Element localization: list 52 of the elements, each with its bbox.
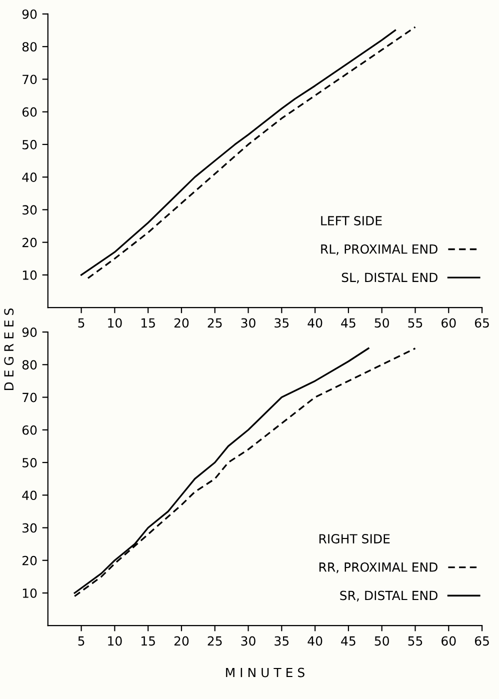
x-tick-label: 10	[108, 636, 122, 646]
legend-title: RIGHT SIDE	[319, 534, 390, 544]
y-tick-label: 30	[22, 205, 37, 215]
x-tick-label: 35	[274, 636, 289, 646]
x-tick-label: 65	[474, 318, 489, 328]
x-tick-label: 30	[241, 318, 256, 328]
x-tick-label: 40	[308, 636, 322, 646]
y-tick-label: 20	[22, 238, 37, 248]
legend-label: SL, DISTAL END	[342, 272, 438, 284]
y-tick-label: 30	[22, 523, 37, 533]
x-tick-label: 15	[142, 636, 155, 646]
x-tick-label: 30	[241, 636, 256, 646]
x-tick-label: 15	[142, 318, 155, 328]
legend-label: RR, PROXIMAL END	[319, 562, 438, 574]
y-tick-label: 20	[22, 556, 37, 566]
x-tick-label: 60	[442, 318, 456, 328]
x-tick-label: 55	[408, 636, 422, 646]
y-tick-label: 40	[22, 172, 37, 182]
x-tick-label: 25	[208, 318, 222, 328]
y-tick-label: 50	[22, 140, 37, 150]
x-tick-label: 25	[208, 636, 222, 646]
x-tick-label: 50	[374, 318, 389, 328]
legend-title: LEFT SIDE	[321, 216, 382, 226]
y-tick-label: 70	[22, 74, 37, 84]
x-tick-label: 20	[174, 318, 189, 328]
y-tick-label: 80	[22, 42, 37, 52]
y-tick-label: 80	[22, 360, 37, 370]
x-tick-label: 60	[442, 636, 456, 646]
x-tick-label: 5	[78, 318, 84, 328]
x-tick-label: 40	[308, 318, 322, 328]
y-tick-label: 90	[22, 9, 37, 19]
x-tick-label: 50	[374, 636, 389, 646]
legend-label: RL, PROXIMAL END	[321, 244, 438, 256]
x-tick-label: 10	[108, 318, 122, 328]
x-tick-label: 45	[341, 318, 356, 328]
x-tick-label: 45	[341, 636, 356, 646]
x-axis-title: M I N U T E S	[226, 668, 304, 678]
y-tick-label: 50	[22, 458, 37, 468]
y-tick-label: 10	[22, 588, 37, 598]
y-tick-label: 40	[22, 490, 37, 500]
x-tick-label: 5	[78, 636, 84, 646]
y-tick-label: 10	[22, 270, 37, 280]
y-axis-title: D E G R E E S	[4, 308, 14, 390]
y-tick-label: 60	[22, 107, 37, 117]
x-tick-label: 65	[474, 636, 489, 646]
x-tick-label: 35	[274, 318, 289, 328]
y-tick-label: 90	[22, 327, 37, 337]
x-tick-label: 20	[174, 636, 189, 646]
x-tick-label: 55	[408, 318, 422, 328]
y-tick-label: 70	[22, 392, 37, 402]
legend-label: SR, DISTAL END	[340, 590, 438, 602]
y-tick-label: 60	[22, 425, 37, 435]
